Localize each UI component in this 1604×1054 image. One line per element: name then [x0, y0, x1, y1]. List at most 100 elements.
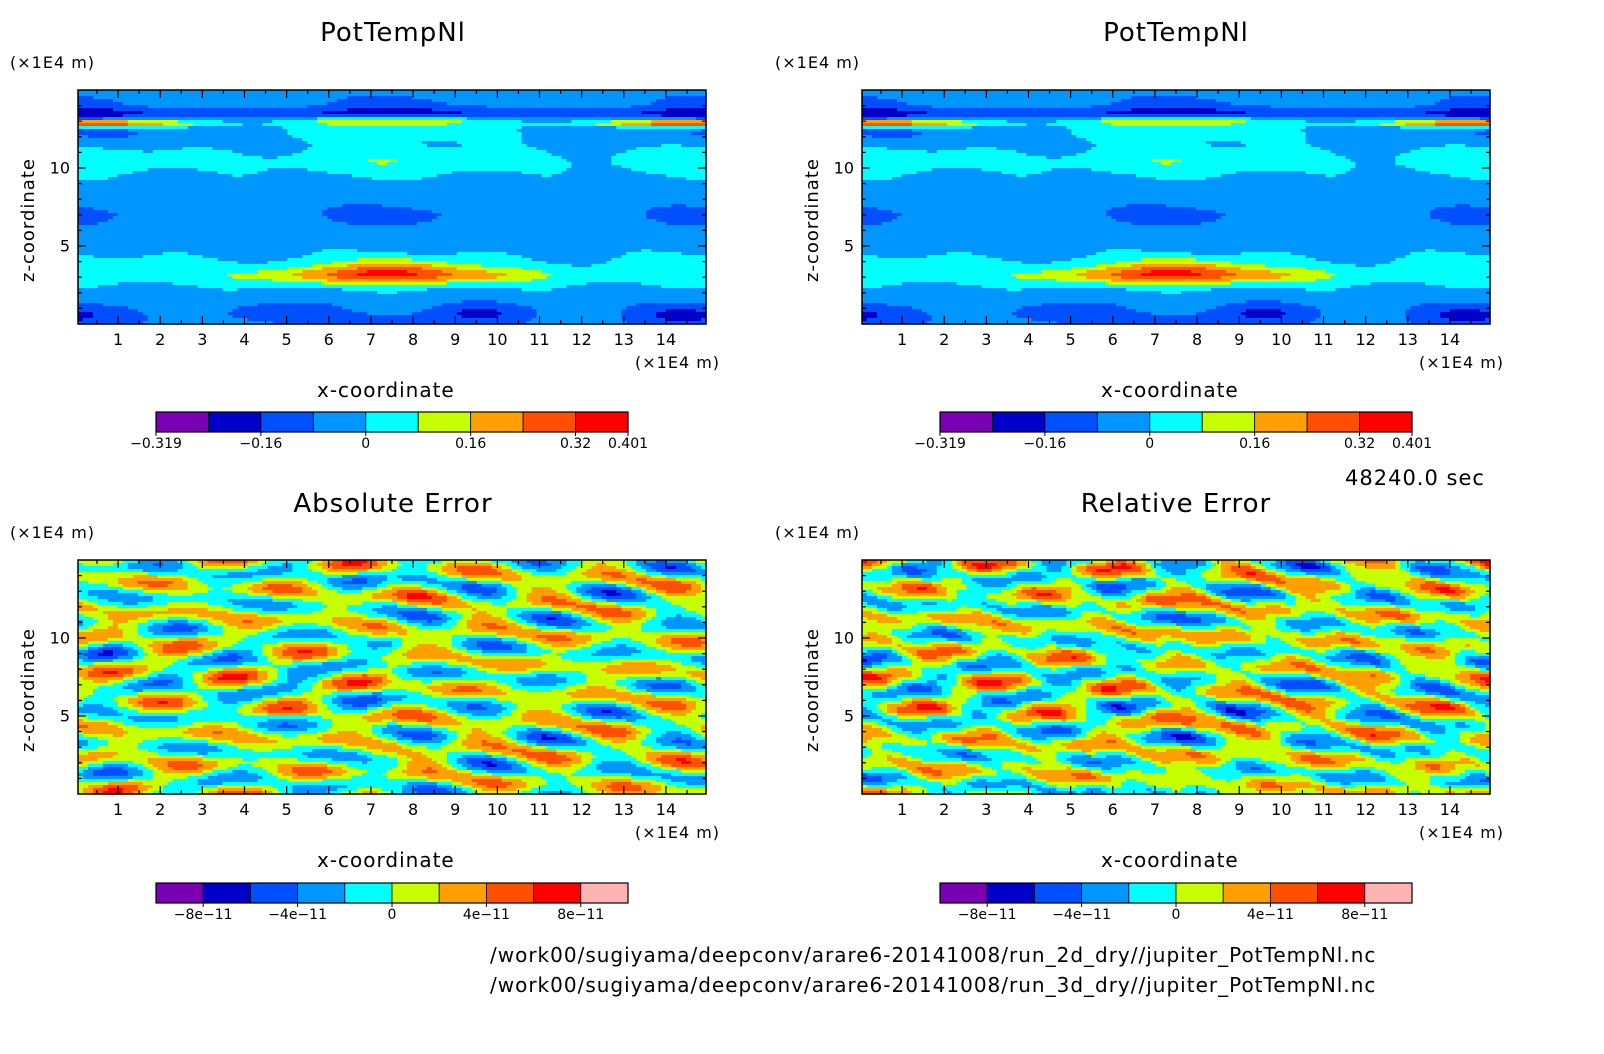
heatmap-cell	[197, 189, 204, 193]
heatmap-cell	[117, 141, 124, 145]
heatmap-cell	[382, 171, 388, 175]
heatmap-cell	[112, 108, 119, 112]
heatmap-cell	[476, 186, 483, 190]
heatmap-cell	[481, 105, 488, 109]
heatmap-cell	[78, 96, 84, 100]
heatmap-cell	[561, 102, 568, 106]
heatmap-cell	[302, 186, 308, 190]
heatmap-cell	[232, 108, 239, 112]
heatmap-cell	[701, 108, 707, 112]
heatmap-cell	[187, 102, 194, 106]
heatmap-cell	[277, 108, 283, 112]
heatmap-cell	[671, 153, 677, 157]
heatmap-cell	[222, 186, 229, 190]
heatmap-cell	[82, 189, 89, 193]
heatmap-cell	[656, 105, 662, 109]
heatmap-cell	[347, 174, 353, 178]
heatmap-cell	[387, 162, 393, 166]
heatmap-cell	[357, 177, 363, 181]
heatmap-cell	[302, 138, 308, 142]
heatmap-cell	[656, 102, 662, 106]
heatmap-cell	[232, 204, 239, 208]
heatmap-cell	[501, 108, 508, 112]
heatmap-cell	[87, 138, 94, 142]
heatmap-cell	[406, 147, 413, 151]
heatmap-cell	[312, 102, 318, 106]
heatmap-cell	[192, 207, 199, 211]
heatmap-cell	[571, 159, 578, 163]
heatmap-cell	[202, 186, 209, 190]
heatmap-cell	[666, 204, 672, 208]
heatmap-cell	[347, 126, 353, 130]
heatmap-cell	[197, 138, 204, 142]
heatmap-cell	[112, 201, 119, 205]
heatmap-cell	[421, 141, 428, 145]
heatmap-cell	[406, 189, 413, 193]
heatmap-cell	[636, 135, 642, 139]
heatmap-cell	[117, 165, 124, 169]
heatmap-cell	[456, 177, 463, 181]
heatmap-cell	[546, 93, 553, 97]
heatmap-cell	[661, 99, 667, 103]
heatmap-cell	[322, 174, 328, 178]
heatmap-cell	[232, 165, 239, 169]
heatmap-cell	[701, 162, 707, 166]
heatmap-cell	[441, 144, 448, 148]
heatmap-cell	[506, 123, 513, 127]
heatmap-cell	[501, 129, 508, 133]
heatmap-cell	[496, 171, 503, 175]
heatmap-cell	[102, 207, 109, 211]
heatmap-cell	[177, 159, 184, 163]
heatmap-cell	[342, 180, 348, 184]
heatmap-cell	[332, 177, 338, 181]
heatmap-cell	[481, 156, 488, 160]
heatmap-cell	[377, 165, 383, 169]
heatmap-cell	[416, 135, 423, 139]
heatmap-cell	[421, 201, 428, 205]
heatmap-cell	[451, 99, 458, 103]
heatmap-cell	[541, 153, 548, 157]
heatmap-cell	[357, 141, 363, 145]
heatmap-cell	[631, 123, 637, 127]
heatmap-cell	[671, 204, 677, 208]
heatmap-cell	[626, 93, 632, 97]
heatmap-cell	[232, 111, 239, 115]
heatmap-cell	[426, 126, 433, 130]
heatmap-cell	[481, 132, 488, 136]
heatmap-cell	[686, 117, 692, 121]
heatmap-cell	[212, 90, 219, 94]
heatmap-cell	[471, 126, 478, 130]
heatmap-cell	[262, 177, 268, 181]
heatmap-cell	[521, 183, 528, 187]
heatmap-cells	[78, 90, 707, 325]
heatmap-cell	[541, 132, 548, 136]
heatmap-cell	[681, 183, 687, 187]
heatmap-cell	[132, 180, 139, 184]
heatmap-cell	[137, 168, 144, 172]
heatmap-cell	[531, 99, 538, 103]
heatmap-cell	[267, 186, 273, 190]
heatmap-cell	[411, 168, 418, 172]
heatmap-cell	[616, 186, 622, 190]
heatmap-cell	[182, 168, 189, 172]
heatmap-cell	[556, 174, 563, 178]
heatmap-cell	[377, 141, 383, 145]
heatmap-cell	[372, 183, 378, 187]
heatmap-cell	[192, 168, 199, 172]
heatmap-cell	[696, 159, 702, 163]
heatmap-cell	[167, 162, 174, 166]
heatmap-cell	[466, 126, 473, 130]
heatmap-cell	[631, 117, 637, 121]
heatmap-cell	[247, 150, 254, 154]
heatmap-cell	[147, 153, 154, 157]
heatmap-cell	[546, 96, 553, 100]
heatmap-cell	[691, 90, 697, 94]
heatmap-cell	[287, 141, 293, 145]
heatmap-cell	[242, 174, 249, 178]
heatmap-cell	[147, 192, 154, 196]
heatmap-cell	[406, 132, 413, 136]
heatmap-cell	[486, 180, 493, 184]
heatmap-cell	[461, 192, 468, 196]
heatmap-cell	[232, 135, 239, 139]
heatmap-cell	[661, 96, 667, 100]
